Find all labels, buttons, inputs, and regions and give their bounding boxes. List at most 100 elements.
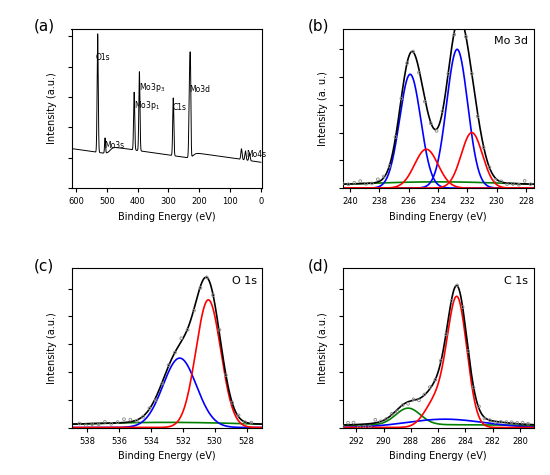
Point bbox=[247, 419, 256, 427]
Point bbox=[453, 282, 461, 289]
Point bbox=[426, 120, 435, 127]
Point bbox=[469, 384, 478, 391]
Text: C 1s: C 1s bbox=[504, 276, 528, 286]
Point bbox=[518, 419, 527, 427]
Point bbox=[379, 173, 388, 180]
Point bbox=[177, 334, 186, 342]
Point bbox=[101, 418, 109, 426]
Point bbox=[113, 418, 122, 426]
Point bbox=[450, 31, 459, 38]
Point bbox=[139, 413, 147, 420]
Point bbox=[524, 420, 532, 428]
Point bbox=[202, 274, 211, 281]
Point bbox=[145, 404, 154, 412]
Text: Mo 3d: Mo 3d bbox=[494, 37, 528, 47]
Point bbox=[404, 400, 412, 408]
Point bbox=[196, 284, 205, 292]
Point bbox=[479, 143, 488, 151]
Point bbox=[420, 390, 429, 398]
Point bbox=[385, 162, 394, 170]
Point bbox=[513, 419, 521, 427]
Text: (c): (c) bbox=[34, 258, 53, 273]
Point bbox=[344, 419, 353, 427]
Y-axis label: Intensity (a.u.): Intensity (a.u.) bbox=[47, 312, 57, 384]
Point bbox=[420, 98, 429, 105]
Point bbox=[81, 421, 90, 429]
Point bbox=[222, 371, 230, 379]
Point bbox=[526, 180, 535, 188]
X-axis label: Binding Energy (eV): Binding Energy (eV) bbox=[118, 212, 216, 222]
Point bbox=[480, 415, 489, 422]
Point bbox=[360, 423, 369, 430]
Point bbox=[496, 418, 505, 426]
Point bbox=[520, 177, 529, 185]
Point bbox=[507, 418, 516, 426]
Text: Mo3s: Mo3s bbox=[104, 141, 124, 150]
Text: (d): (d) bbox=[308, 258, 330, 273]
Text: Mo3p$_3$: Mo3p$_3$ bbox=[139, 81, 164, 94]
Point bbox=[436, 357, 445, 364]
Point bbox=[455, 12, 464, 19]
Point bbox=[503, 180, 512, 188]
Point bbox=[183, 326, 192, 333]
Point bbox=[432, 127, 441, 135]
Point bbox=[338, 180, 347, 187]
Point bbox=[491, 176, 500, 184]
Point bbox=[398, 401, 407, 409]
Point bbox=[458, 304, 467, 311]
Y-axis label: Intensity (a. u.): Intensity (a. u.) bbox=[318, 71, 328, 146]
Point bbox=[215, 326, 224, 334]
Point bbox=[474, 113, 482, 120]
Point bbox=[403, 59, 411, 67]
Point bbox=[387, 410, 396, 418]
Point bbox=[356, 177, 365, 185]
Point bbox=[367, 180, 376, 187]
Point bbox=[431, 376, 439, 383]
Point bbox=[208, 291, 217, 299]
Point bbox=[447, 297, 456, 305]
Point bbox=[234, 411, 243, 419]
Point bbox=[415, 69, 424, 76]
Point bbox=[170, 349, 179, 356]
Point bbox=[376, 418, 385, 425]
Point bbox=[485, 163, 494, 171]
Point bbox=[107, 420, 116, 428]
Point bbox=[426, 383, 434, 391]
Point bbox=[509, 180, 518, 188]
Point bbox=[365, 423, 374, 430]
Point bbox=[468, 70, 476, 77]
Point bbox=[491, 418, 500, 426]
Point bbox=[355, 423, 364, 431]
X-axis label: Binding Energy (eV): Binding Energy (eV) bbox=[389, 451, 487, 461]
Y-axis label: Intensity (a.u.): Intensity (a.u.) bbox=[47, 72, 57, 144]
Point bbox=[442, 331, 450, 338]
Point bbox=[190, 307, 199, 314]
Point bbox=[151, 396, 160, 404]
Point bbox=[158, 380, 167, 388]
Point bbox=[94, 420, 103, 428]
Point bbox=[362, 180, 371, 188]
Text: C1s: C1s bbox=[173, 103, 186, 112]
Point bbox=[409, 48, 417, 55]
Point bbox=[338, 422, 347, 430]
Point bbox=[228, 399, 236, 407]
Point bbox=[382, 415, 390, 423]
Text: (a): (a) bbox=[34, 19, 54, 34]
Point bbox=[438, 107, 447, 115]
Text: O 1s: O 1s bbox=[232, 276, 257, 286]
Point bbox=[486, 417, 494, 424]
Point bbox=[349, 419, 358, 427]
Point bbox=[415, 397, 424, 404]
Point bbox=[344, 180, 353, 188]
Point bbox=[464, 347, 472, 355]
X-axis label: Binding Energy (eV): Binding Energy (eV) bbox=[118, 451, 216, 461]
Point bbox=[119, 416, 128, 423]
Point bbox=[502, 418, 510, 426]
Point bbox=[126, 416, 135, 424]
Point bbox=[240, 418, 249, 426]
Point bbox=[373, 176, 382, 183]
Point bbox=[514, 181, 523, 189]
Point bbox=[444, 70, 453, 77]
Text: O1s: O1s bbox=[96, 53, 111, 62]
Point bbox=[75, 420, 84, 428]
